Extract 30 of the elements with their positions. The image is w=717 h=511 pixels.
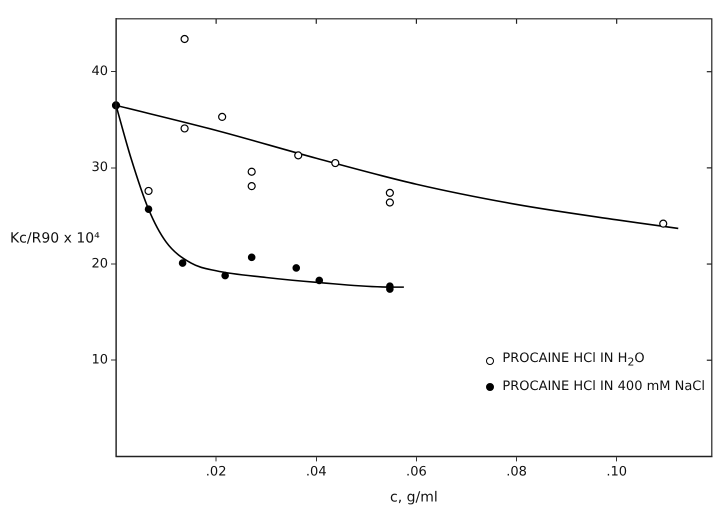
point [248, 182, 256, 190]
point [248, 168, 256, 176]
point [248, 254, 256, 262]
point [331, 158, 340, 168]
point [315, 276, 324, 284]
point [180, 124, 189, 133]
y-axis-title: Kc/R90 x 10⁴ [10, 230, 100, 247]
x-tick-label: .08 [506, 464, 527, 480]
point [659, 220, 668, 228]
point [386, 188, 394, 197]
legend-label: PROCAINE HCl IN 400 mM NaCl [502, 378, 705, 396]
y-tick-label: 20 [91, 256, 108, 272]
x-tick-label: .06 [406, 464, 427, 480]
point [386, 198, 394, 207]
y-tick-label: 10 [91, 352, 108, 368]
point [144, 205, 152, 214]
x-tick-label: .10 [606, 464, 628, 480]
x-axis-title: c, g/ml [390, 489, 438, 506]
y-tick-label: 40 [91, 64, 108, 80]
x-tick-label: .04 [306, 464, 327, 480]
x-tick-label: .02 [206, 464, 226, 480]
point [221, 272, 229, 280]
point [292, 264, 300, 272]
point [144, 186, 153, 196]
point [218, 112, 226, 121]
legend-label: PROCAINE HCl IN H$_{2}$O [502, 350, 645, 371]
point [180, 34, 189, 44]
point [294, 151, 302, 160]
point [178, 259, 186, 267]
y-tick-label: 30 [91, 160, 108, 176]
